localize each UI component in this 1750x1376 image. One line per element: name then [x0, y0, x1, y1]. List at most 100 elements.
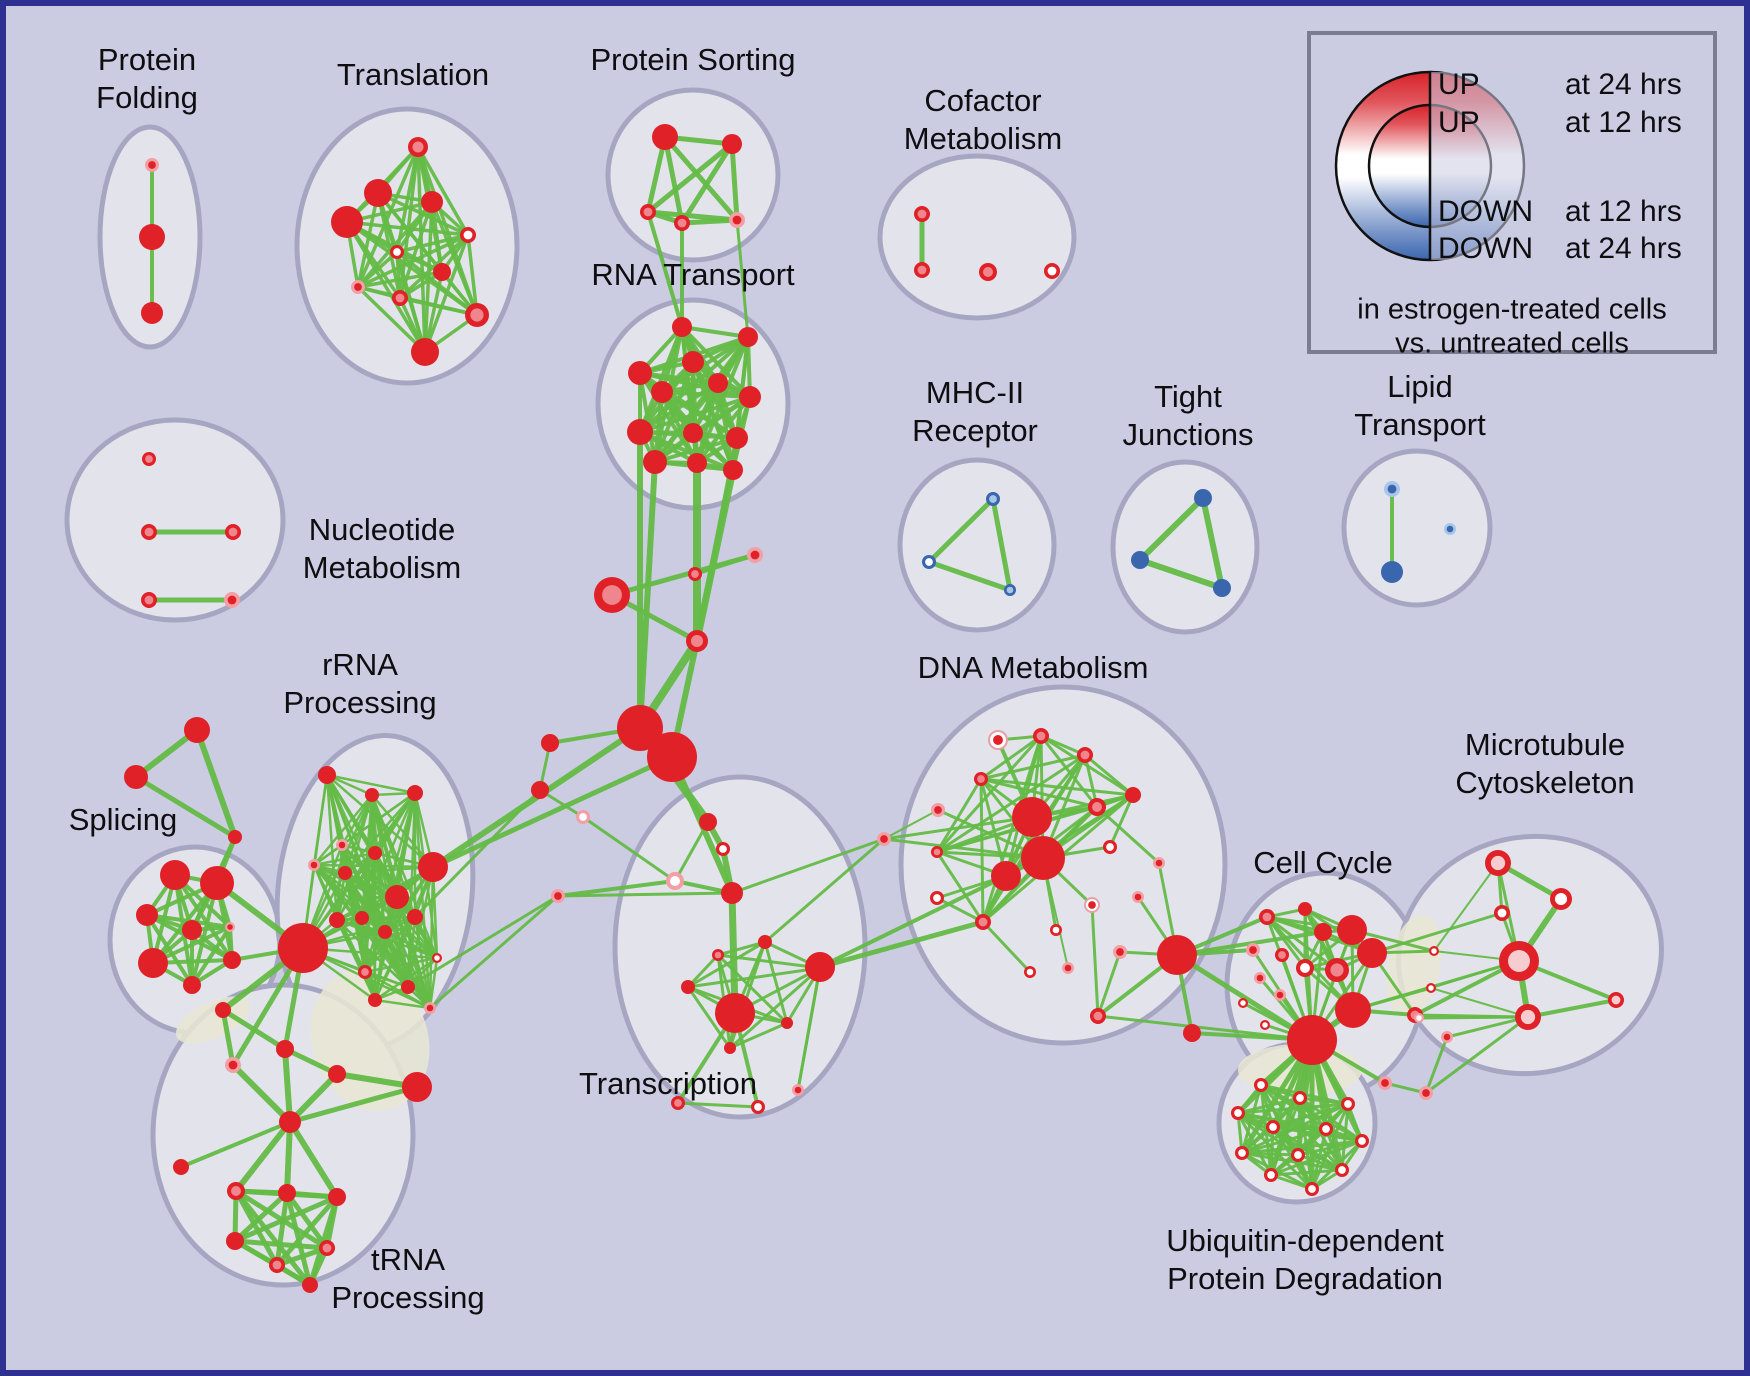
- edge: [935, 850, 985, 924]
- node-inner: [1508, 950, 1530, 972]
- edge: [220, 1007, 236, 1068]
- node-inner: [1256, 974, 1264, 982]
- node-inner: [1497, 908, 1507, 918]
- legend-time-label: at 24 hrs: [1565, 232, 1682, 265]
- cluster-ellipse-tight: [1110, 459, 1260, 635]
- node-inner: [1262, 1022, 1268, 1028]
- node: [1021, 836, 1065, 880]
- node-inner: [1262, 912, 1272, 922]
- node-inner: [338, 841, 346, 849]
- cluster-label-transcription: Transcription: [579, 1066, 757, 1101]
- node-inner: [228, 527, 238, 537]
- edge: [312, 793, 374, 867]
- node-inner: [1238, 1149, 1246, 1157]
- node-inner: [674, 1099, 682, 1107]
- node-inner: [670, 876, 680, 886]
- cluster-ellipse-lipid: [1341, 448, 1493, 608]
- node-inner: [1294, 1151, 1302, 1159]
- node: [1131, 551, 1149, 569]
- node: [1183, 1024, 1201, 1042]
- edge: [406, 791, 417, 989]
- node-inner: [754, 1103, 762, 1111]
- node: [184, 717, 210, 743]
- edge: [979, 753, 1087, 781]
- edge: [556, 891, 734, 898]
- node: [407, 909, 423, 925]
- edge: [979, 734, 1043, 781]
- node: [418, 852, 448, 882]
- node-inner: [1036, 731, 1046, 741]
- edge: [882, 837, 1045, 860]
- edge: [416, 145, 427, 354]
- edge: [981, 920, 1032, 974]
- edge: [660, 390, 752, 399]
- edge: [638, 381, 720, 434]
- node-inner: [144, 527, 154, 537]
- edge: [1413, 1013, 1530, 1019]
- node-inner: [231, 1186, 241, 1196]
- node-inner: [1416, 1015, 1422, 1021]
- edge: [1265, 915, 1339, 972]
- cluster-label-lipid: Lipid: [1387, 369, 1453, 404]
- node: [328, 1188, 346, 1206]
- node: [433, 263, 451, 281]
- node: [681, 980, 695, 994]
- node: [1381, 561, 1403, 583]
- cluster-ellipse-nucleotide: [64, 417, 286, 623]
- edge: [1083, 753, 1135, 797]
- edge: [691, 360, 735, 472]
- node-inner: [1322, 1125, 1330, 1133]
- edge: [1430, 987, 1529, 1018]
- edge: [1137, 495, 1206, 563]
- cluster-label-protein_folding: Folding: [96, 80, 198, 115]
- edge: [383, 930, 410, 989]
- edge: [1370, 911, 1504, 955]
- node-inner: [1422, 1089, 1430, 1097]
- cluster-label-microtubule: Microtubule: [1465, 727, 1625, 762]
- edge: [363, 930, 387, 974]
- node-inner: [1338, 1166, 1346, 1174]
- edge: [1445, 1015, 1530, 1039]
- node-inner: [1358, 1137, 1366, 1145]
- edge: [312, 851, 377, 867]
- edge: [729, 141, 740, 223]
- node-inner: [880, 835, 888, 843]
- node-inner: [354, 283, 362, 291]
- node-inner: [148, 161, 156, 169]
- node: [991, 861, 1021, 891]
- node-inner: [602, 585, 622, 605]
- legend-direction-label: UP: [1438, 106, 1480, 139]
- edge: [287, 1119, 340, 1200]
- edge: [926, 559, 1013, 593]
- edge: [1137, 557, 1225, 591]
- node: [338, 866, 352, 880]
- edge: [335, 851, 377, 922]
- node-inner: [1443, 1033, 1451, 1041]
- edge: [686, 940, 767, 989]
- node-inner: [1269, 1123, 1277, 1131]
- node-inner: [144, 595, 154, 605]
- edge: [926, 496, 996, 565]
- edge: [1271, 1125, 1364, 1143]
- node-inner: [579, 813, 587, 821]
- node: [278, 1184, 296, 1202]
- edge: [370, 793, 439, 960]
- edge: [990, 496, 1013, 593]
- edge: [373, 956, 439, 1002]
- edge: [274, 1194, 340, 1268]
- edge: [356, 285, 427, 354]
- node-inner: [1234, 1109, 1242, 1117]
- node-inner: [917, 265, 927, 275]
- node-inner: [1296, 1094, 1304, 1102]
- node-inner: [993, 735, 1003, 745]
- node-inner: [691, 570, 699, 578]
- edge: [466, 233, 479, 317]
- node: [276, 1040, 294, 1058]
- edge: [1096, 1014, 1314, 1042]
- cluster-label-ubiquitin: Ubiquitin-dependent: [1166, 1223, 1444, 1258]
- edge: [287, 1084, 420, 1125]
- edge: [179, 1120, 292, 1169]
- edge: [662, 134, 740, 223]
- node-inner: [463, 230, 473, 240]
